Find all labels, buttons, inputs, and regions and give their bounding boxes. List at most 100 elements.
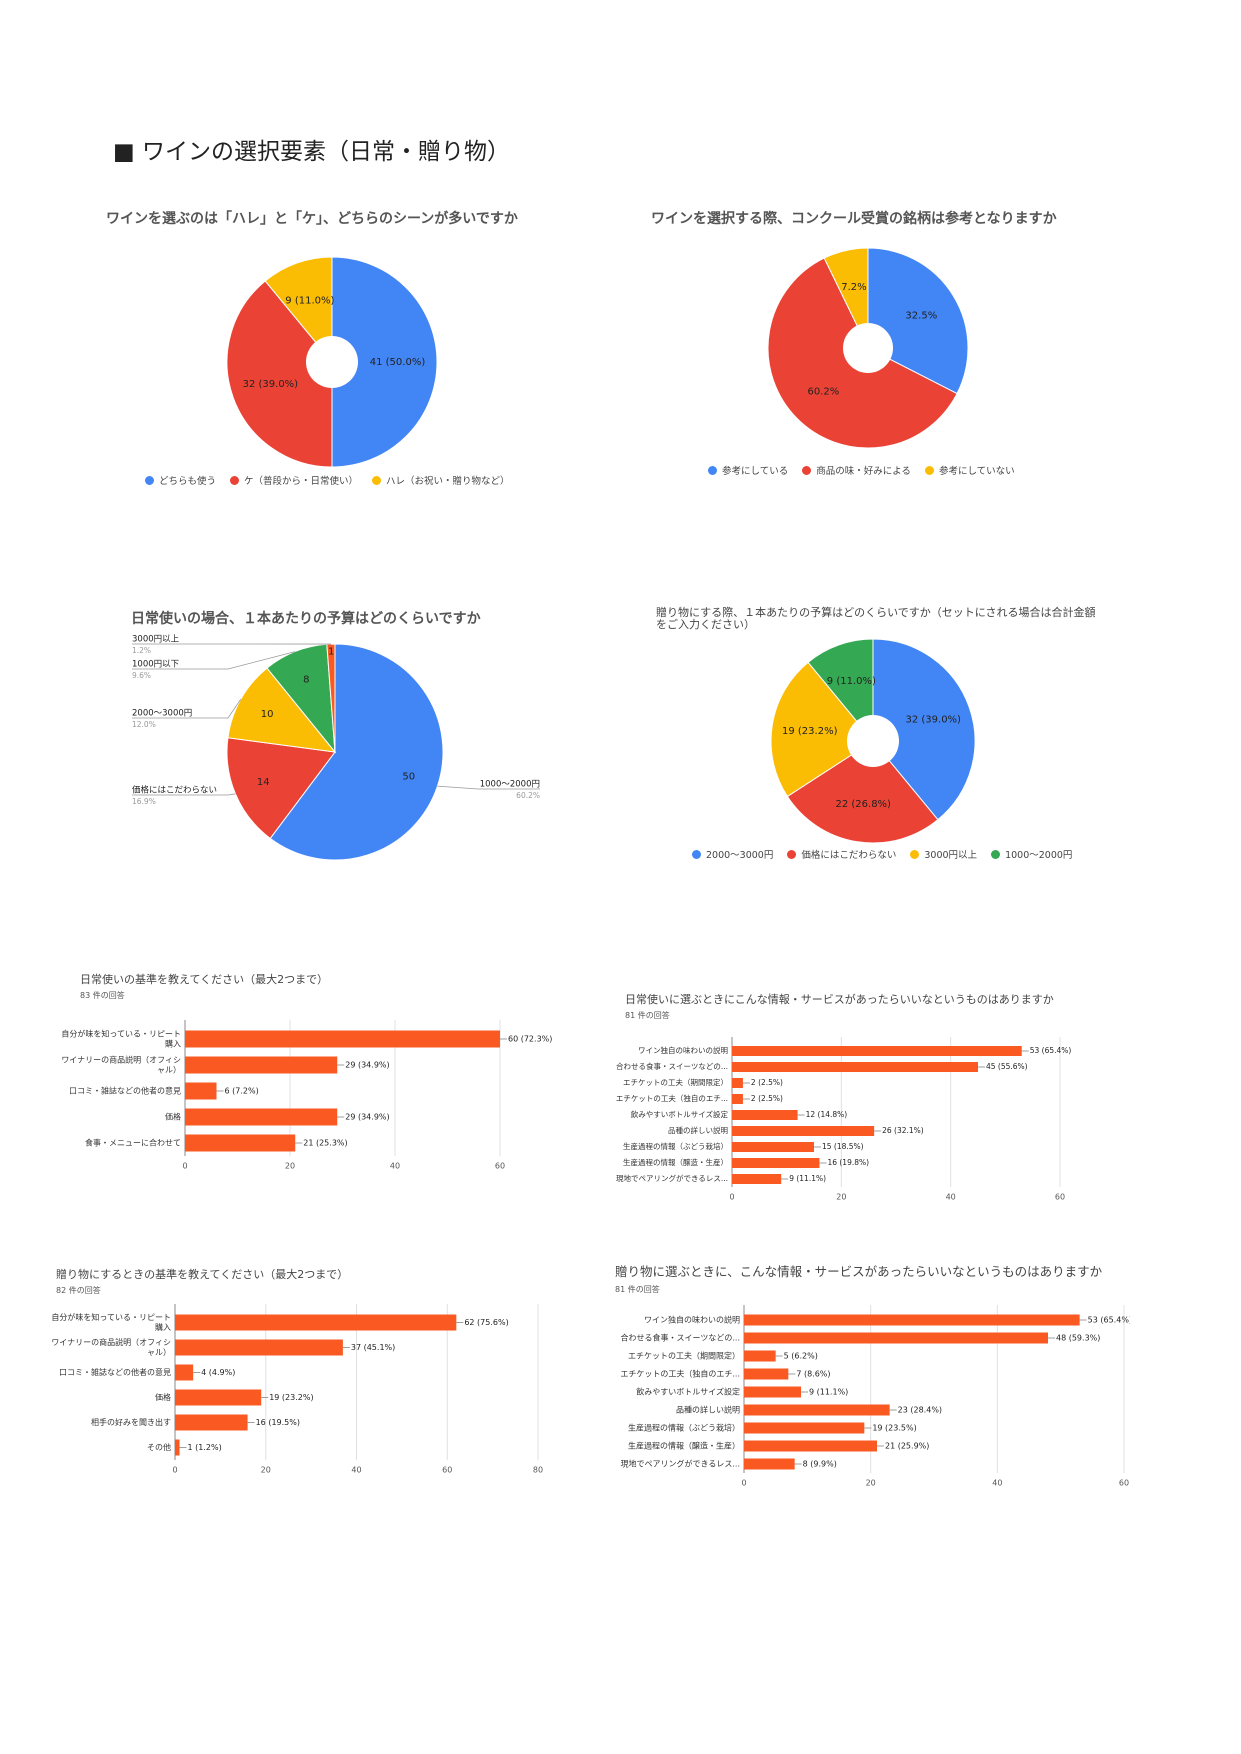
category-label: 価格 (155, 1392, 171, 1402)
pie-slice (331, 256, 438, 468)
legend-item: 1000〜2000円 (991, 847, 1072, 861)
chart-panel-contest: ワインを選択する際、コンクール受賞の銘柄は参考となりますか 32.5% 60.2%… (645, 205, 1105, 495)
bar (175, 1339, 343, 1356)
legend-swatch (910, 849, 920, 859)
donut-hole (843, 323, 893, 373)
chart-panel-daily-service: 日常使いに選ぶときにこんな情報・サービスがあったらいいなというものはありますか … (595, 990, 1100, 1200)
pie-slice (264, 256, 333, 364)
bar (185, 1056, 338, 1074)
donut-hole (847, 715, 899, 767)
slice-value-label: 9 (11.0%) (285, 295, 334, 306)
legend-label: 3000円以上 (924, 850, 978, 861)
pie-slice (226, 280, 333, 468)
category-label: エチケットの工夫（期間限定） (628, 1351, 740, 1361)
bar-value-label: 26 (32.1%) (882, 1126, 924, 1135)
x-tick-label: 60 (495, 1162, 505, 1171)
category-label: 現地でペアリングができるレス... (621, 1459, 740, 1469)
slice-value-label: 60.2% (807, 387, 839, 398)
category-label: 自分が味を知っている・リピート (51, 1312, 171, 1322)
bar (185, 1134, 296, 1152)
bar (175, 1439, 180, 1456)
legend-swatch (145, 475, 154, 485)
legend-label: どちらも使う (159, 476, 217, 487)
callout-line (132, 698, 242, 719)
slice-value-label: 41 (50.0%) (370, 357, 426, 368)
bar (185, 1108, 338, 1126)
category-label: ャル） (147, 1348, 171, 1357)
slice-value-label: 8 (303, 675, 309, 686)
legend-item: 参考にしている (708, 463, 788, 477)
chart-subtitle: 81 件の回答 (625, 1011, 670, 1020)
bar (744, 1422, 865, 1434)
bar (175, 1389, 262, 1406)
callout-label: 1000円以下 (132, 660, 180, 670)
chart-legend: 参考にしている 商品の味・好みによる 参考にしていない (708, 463, 1015, 477)
slice-value-label: 9 (11.0%) (827, 676, 876, 687)
bar (185, 1030, 500, 1048)
x-tick-label: 20 (261, 1466, 271, 1475)
bar (744, 1386, 801, 1398)
chart-title: 日常使いの場合、１本あたりの予算はどのくらいですか (131, 611, 481, 627)
chart-panel-scene: ワインを選ぶのは「ハレ」と「ケ」、どちらのシーンが多いですか 41 (50.0%… (100, 205, 560, 495)
x-tick-label: 0 (172, 1466, 177, 1475)
slice-value-label: 14 (257, 777, 270, 788)
pie-chart-gift-budget: 32 (39.0%) 22 (26.8%) 19 (23.2%) 9 (11.0%) (770, 638, 976, 844)
category-label: 生産過程の情報（ぶどう栽培） (623, 1141, 728, 1151)
bar-value-label: 12 (14.8%) (806, 1110, 848, 1119)
x-tick-label: 0 (729, 1193, 734, 1201)
category-label: エチケットの工夫（期間限定） (623, 1077, 728, 1087)
chart-title: 日常使いの基準を教えてください（最大2つまで） (80, 973, 329, 986)
category-label: 購入 (165, 1039, 181, 1049)
category-label: 価格 (165, 1112, 181, 1122)
bar (732, 1126, 875, 1136)
bar-value-label: 19 (23.2%) (269, 1393, 313, 1402)
callout-label: 1000〜2000円 (480, 780, 540, 790)
bar-value-label: 16 (19.8%) (827, 1158, 869, 1167)
legend-item: どちらも使う (145, 473, 216, 487)
bar-value-label: 45 (55.6%) (986, 1062, 1028, 1071)
bar (732, 1078, 743, 1088)
category-label: 合わせる食事・スイーツなどの... (616, 1061, 728, 1071)
x-tick-label: 20 (836, 1193, 846, 1201)
chart-title: 贈り物にするときの基準を教えてください（最大2つまで） (56, 1268, 349, 1281)
category-label: ワイン独自の味わいの説明 (644, 1315, 740, 1325)
callout-line (132, 793, 236, 796)
legend-label: 参考にしていない (938, 466, 1015, 477)
legend-label: 参考にしている (722, 466, 789, 477)
bar-value-label: 16 (19.5%) (256, 1418, 300, 1427)
bar-value-label: 2 (2.5%) (751, 1078, 783, 1087)
chart-panel-gift-budget: 贈り物にする際、１本あたりの予算はどのくらいですか（セットにされる場合は合計金額… (650, 602, 1100, 867)
x-tick-label: 60 (1119, 1479, 1129, 1488)
bar-value-label: 7 (8.6%) (796, 1370, 830, 1379)
category-label: 自分が味を知っている・リピート (61, 1029, 181, 1039)
bar (175, 1314, 457, 1331)
category-label: 現地でペアリングができるレス... (616, 1173, 728, 1183)
category-label: 品種の詳しい説明 (668, 1125, 728, 1135)
chart-title: 日常使いに選ぶときにこんな情報・サービスがあったらいいなというものはありますか (625, 993, 1054, 1006)
category-label: ワイン独自の味わいの説明 (638, 1045, 728, 1055)
legend-item: ケ（普段から・日常使い） (230, 473, 358, 487)
chart-title: ワインを選ぶのは「ハレ」と「ケ」、どちらのシーンが多いですか (106, 211, 518, 227)
bar (732, 1094, 743, 1104)
chart-subtitle: 82 件の回答 (56, 1286, 101, 1295)
legend-swatch (692, 849, 701, 859)
bar-value-label: 1 (1.2%) (188, 1443, 222, 1452)
bar (732, 1062, 978, 1072)
slice-value-label: 10 (261, 709, 274, 720)
legend-item: 商品の味・好みによる (802, 463, 911, 477)
category-label: 飲みやすいボトルサイズ設定 (631, 1109, 729, 1119)
category-label: 合わせる食事・スイーツなどの... (621, 1333, 740, 1343)
slice-value-label: 7.2% (841, 282, 866, 293)
legend-swatch (708, 465, 717, 475)
legend-swatch (924, 465, 934, 475)
legend-item: 参考にしていない (924, 463, 1015, 477)
chart-legend: どちらも使う ケ（普段から・日常使い） ハレ（お祝い・贈り物など） (145, 473, 510, 487)
bar-value-label: 15 (18.5%) (822, 1142, 864, 1151)
category-label: エチケットの工夫（独自のエチ... (620, 1369, 740, 1379)
bar-chart-daily-service: 0 20 40 60 53 (65.4%) ワイン独自の味わいの説明 45 (55.6%) 合… (616, 1037, 1071, 1201)
pie-chart-scene: 41 (50.0%) 32 (39.0%) 9 (11.0%) (226, 256, 438, 468)
bar-value-label: 4 (4.9%) (201, 1368, 235, 1377)
bar-value-label: 60 (72.3%) (508, 1035, 552, 1044)
legend-swatch (787, 849, 797, 859)
